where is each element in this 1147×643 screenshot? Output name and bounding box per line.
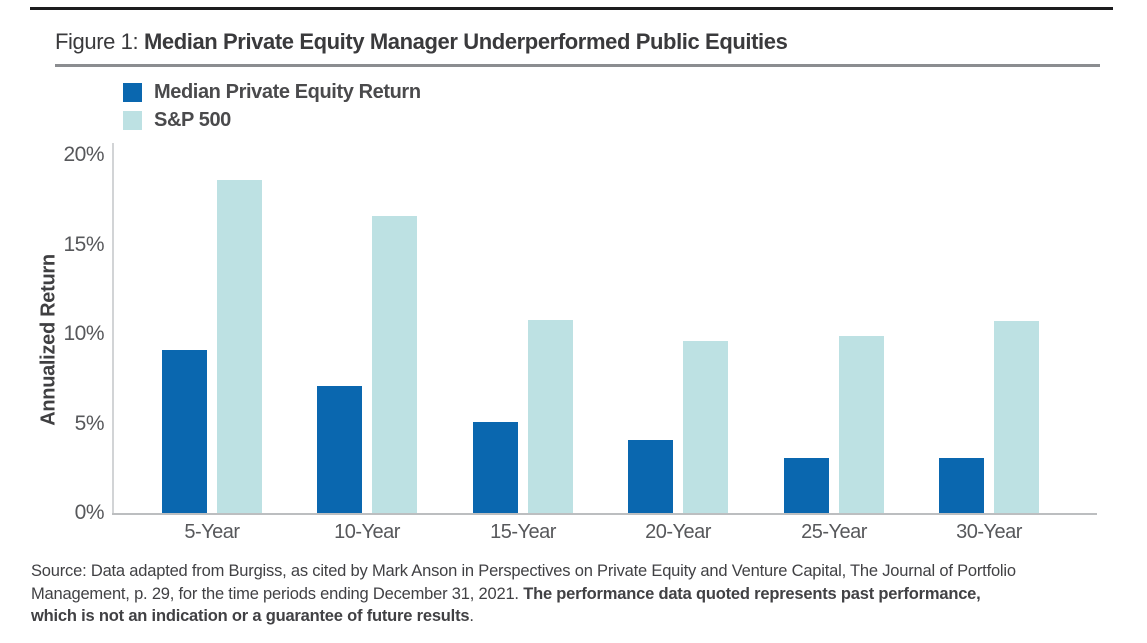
legend-label: S&P 500: [154, 109, 231, 131]
x-category-label: 25-Year: [801, 521, 867, 543]
bar-private-equity: [162, 350, 207, 513]
source-note-line: Source: Data adapted from Burgiss, as ci…: [31, 560, 1116, 583]
legend-item: Median Private Equity Return: [123, 81, 421, 103]
bar-private-equity: [784, 458, 829, 513]
source-note-text: Source: Data adapted from Burgiss, as ci…: [31, 562, 1016, 580]
bar-sp500: [528, 320, 573, 513]
figure-title: Figure 1: Median Private Equity Manager …: [55, 29, 788, 55]
x-category-label: 30-Year: [956, 521, 1022, 543]
source-note-line: which is not an indication or a guarante…: [31, 605, 1116, 628]
x-category-label: 15-Year: [490, 521, 556, 543]
legend-item: S&P 500: [123, 109, 421, 131]
x-category-label: 10-Year: [334, 521, 400, 543]
y-tick-label: 10%: [63, 322, 104, 345]
y-tick-label: 15%: [63, 232, 104, 256]
bar-private-equity: [939, 458, 984, 513]
title-divider: [55, 64, 1100, 67]
figure-label: Figure 1:: [55, 29, 139, 54]
bar-sp500: [994, 321, 1039, 513]
figure-heading: Median Private Equity Manager Underperfo…: [143, 29, 788, 54]
y-tick-label: 5%: [74, 411, 105, 435]
source-note: Source: Data adapted from Burgiss, as ci…: [31, 560, 1116, 628]
source-note-line: Management, p. 29, for the time periods …: [31, 583, 1116, 606]
bar-sp500: [839, 336, 884, 513]
source-note-bold-text: which is not an indication or a guarante…: [31, 607, 470, 625]
x-category-label: 20-Year: [645, 521, 711, 543]
source-note-text: .: [469, 607, 474, 625]
bar-sp500: [217, 180, 262, 513]
y-tick-label: 20%: [63, 143, 104, 166]
bar-private-equity: [317, 386, 362, 513]
y-tick-label: 0%: [74, 501, 105, 524]
chart-legend: Median Private Equity Return S&P 500: [123, 81, 421, 139]
top-rule: [30, 7, 1113, 10]
source-note-bold-text: The performance data quoted represents p…: [523, 584, 981, 603]
bar-private-equity: [473, 422, 518, 513]
legend-swatch-private-equity: [123, 83, 142, 102]
x-axis-line: [112, 513, 1097, 515]
bar-private-equity: [628, 440, 673, 513]
legend-label: Median Private Equity Return: [154, 81, 421, 103]
y-axis-line: [112, 143, 114, 514]
source-note-text: Management, p. 29, for the time periods …: [31, 584, 524, 603]
x-category-label: 5-Year: [184, 521, 240, 543]
legend-swatch-sp500: [123, 111, 142, 130]
bar-sp500: [683, 341, 728, 513]
bar-sp500: [372, 216, 417, 513]
